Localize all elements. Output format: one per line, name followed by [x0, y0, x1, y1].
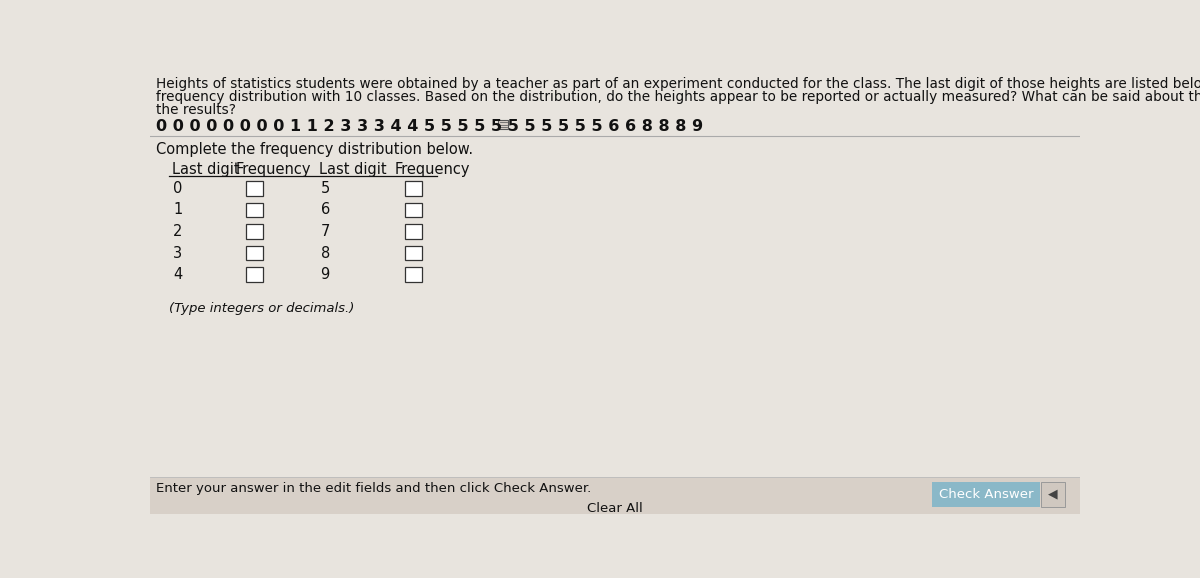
- FancyBboxPatch shape: [246, 267, 263, 282]
- Text: Frequency: Frequency: [235, 162, 311, 177]
- Text: Last digit: Last digit: [319, 162, 386, 177]
- FancyBboxPatch shape: [404, 202, 422, 217]
- Text: frequency distribution with 10 classes. Based on the distribution, do the height: frequency distribution with 10 classes. …: [156, 90, 1200, 104]
- FancyBboxPatch shape: [498, 120, 509, 129]
- Text: 0 0 0 0 0 0 0 0 1 1 2 3 3 3 4 4 5 5 5 5 5 5 5 5 5 5 5 6 6 8 8 8 9: 0 0 0 0 0 0 0 0 1 1 2 3 3 3 4 4 5 5 5 5 …: [156, 118, 703, 134]
- Text: (Type integers or decimals.): (Type integers or decimals.): [168, 302, 354, 315]
- Text: Complete the frequency distribution below.: Complete the frequency distribution belo…: [156, 142, 473, 157]
- FancyBboxPatch shape: [1042, 482, 1064, 507]
- Text: 7: 7: [320, 224, 330, 239]
- FancyBboxPatch shape: [404, 181, 422, 195]
- Text: Check Answer: Check Answer: [938, 488, 1033, 501]
- Text: 2: 2: [173, 224, 182, 239]
- Text: Enter your answer in the edit fields and then click Check Answer.: Enter your answer in the edit fields and…: [156, 481, 592, 495]
- FancyBboxPatch shape: [246, 224, 263, 239]
- Text: Heights of statistics students were obtained by a teacher as part of an experime: Heights of statistics students were obta…: [156, 77, 1200, 91]
- Text: 9: 9: [320, 267, 330, 282]
- FancyBboxPatch shape: [404, 224, 422, 239]
- Text: 1: 1: [173, 202, 182, 217]
- Text: 5: 5: [320, 181, 330, 196]
- Text: 3: 3: [173, 246, 182, 261]
- Text: 8: 8: [320, 246, 330, 261]
- FancyBboxPatch shape: [246, 181, 263, 195]
- Text: Clear All: Clear All: [587, 502, 643, 515]
- Bar: [150, 477, 1080, 514]
- Text: 6: 6: [320, 202, 330, 217]
- Text: 4: 4: [173, 267, 182, 282]
- Text: ◀: ◀: [1048, 488, 1057, 501]
- Text: 0: 0: [173, 181, 182, 196]
- Text: Last digit: Last digit: [172, 162, 239, 177]
- FancyBboxPatch shape: [404, 267, 422, 282]
- Text: the results?: the results?: [156, 103, 236, 117]
- Text: Frequency: Frequency: [394, 162, 469, 177]
- FancyBboxPatch shape: [932, 482, 1040, 507]
- FancyBboxPatch shape: [246, 246, 263, 260]
- FancyBboxPatch shape: [404, 246, 422, 260]
- FancyBboxPatch shape: [246, 202, 263, 217]
